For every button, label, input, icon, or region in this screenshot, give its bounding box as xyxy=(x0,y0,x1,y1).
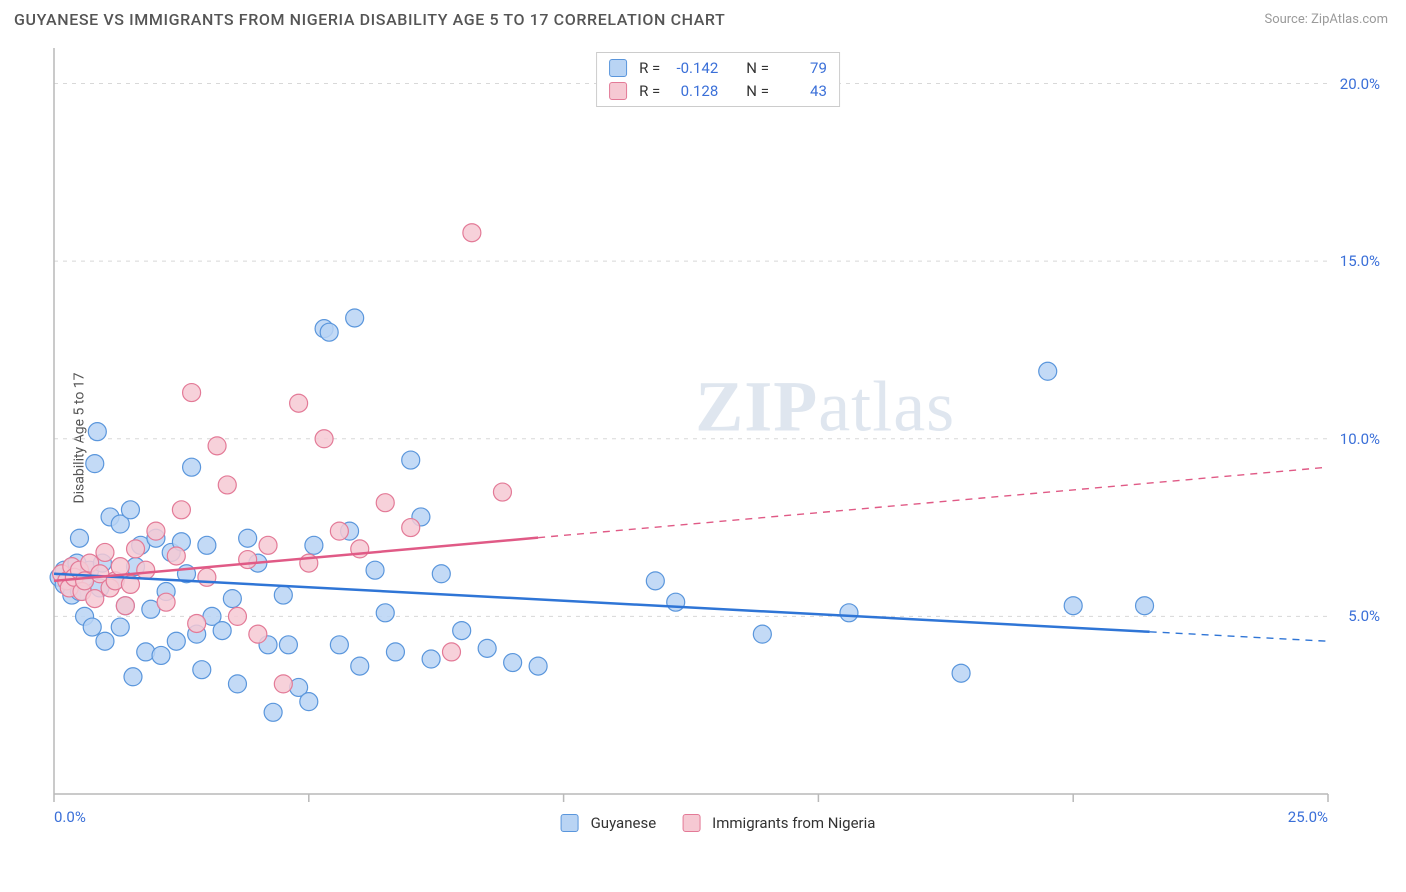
legend-label-1: Immigrants from Nigeria xyxy=(712,814,875,832)
legend-item-0: Guyanese xyxy=(561,814,657,832)
stats-row-0: R = -0.142 N = 79 xyxy=(609,57,827,80)
source-name: ZipAtlas.com xyxy=(1311,12,1388,27)
source-prefix: Source: xyxy=(1264,12,1311,27)
r-label: R = xyxy=(639,57,660,80)
r-value-0: -0.142 xyxy=(670,57,718,80)
y-tick-label: 15.0% xyxy=(1340,252,1380,270)
x-tick-label: 25.0% xyxy=(1288,808,1328,826)
legend-label-0: Guyanese xyxy=(591,814,657,832)
stats-swatch-1 xyxy=(609,82,627,100)
legend-swatch-1 xyxy=(682,814,700,832)
source-attribution: Source: ZipAtlas.com xyxy=(1264,12,1388,27)
stats-row-1: R = 0.128 N = 43 xyxy=(609,80,827,103)
stats-swatch-0 xyxy=(609,59,627,77)
r-label: R = xyxy=(639,80,660,103)
y-tick-label: 5.0% xyxy=(1348,607,1380,625)
chart-area: Disability Age 5 to 17 ZIPatlas R = -0.1… xyxy=(48,48,1388,828)
legend-swatch-0 xyxy=(561,814,579,832)
scatter-plot xyxy=(48,48,1388,828)
y-tick-label: 20.0% xyxy=(1340,75,1380,93)
n-value-1: 43 xyxy=(779,80,827,103)
n-value-0: 79 xyxy=(779,57,827,80)
n-label: N = xyxy=(746,80,769,103)
r-value-1: 0.128 xyxy=(670,80,718,103)
stats-box: R = -0.142 N = 79 R = 0.128 N = 43 xyxy=(596,52,840,107)
x-tick-label: 0.0% xyxy=(54,808,86,826)
y-tick-label: 10.0% xyxy=(1340,430,1380,448)
n-label: N = xyxy=(746,57,769,80)
legend-item-1: Immigrants from Nigeria xyxy=(682,814,875,832)
chart-header: GUYANESE VS IMMIGRANTS FROM NIGERIA DISA… xyxy=(0,0,1406,35)
legend: Guyanese Immigrants from Nigeria xyxy=(561,814,876,832)
chart-title: GUYANESE VS IMMIGRANTS FROM NIGERIA DISA… xyxy=(14,10,725,29)
